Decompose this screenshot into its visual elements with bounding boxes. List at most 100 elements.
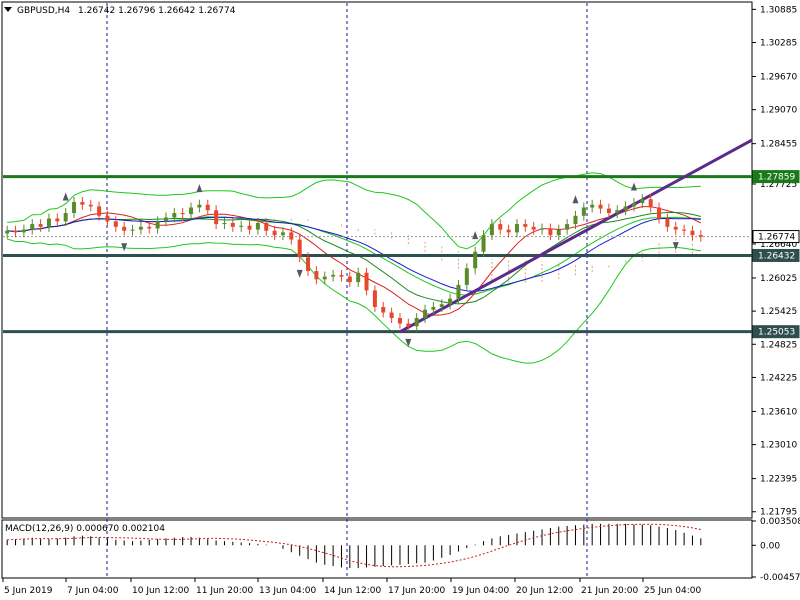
candle-body — [297, 239, 302, 258]
candle — [255, 217, 260, 235]
candle — [498, 219, 503, 235]
candle — [615, 205, 620, 218]
price-tags: 1.27859 1.26774 1.26432 1.25053 — [752, 170, 800, 339]
candle — [88, 199, 93, 212]
candle — [531, 221, 536, 235]
candle — [239, 220, 244, 232]
price-tag-label: 1.27859 — [758, 173, 795, 183]
candle — [205, 199, 210, 216]
y-tick-label: 1.24825 — [760, 340, 797, 350]
candle — [481, 230, 486, 257]
y-tick-label: 1.23610 — [760, 407, 797, 417]
candle — [180, 208, 185, 220]
fractal-marker-icon — [121, 243, 128, 252]
price-axis: 1.30885 1.30285 1.29670 1.29070 1.28455 1.277… — [752, 5, 797, 518]
collapse-arrow-icon[interactable] — [4, 7, 12, 12]
candle-body — [38, 224, 43, 227]
candle-body — [439, 304, 444, 307]
price-tag-label: 1.26774 — [758, 233, 795, 243]
candle — [155, 216, 160, 234]
candle-body — [105, 215, 110, 222]
bollinger-lower — [7, 238, 701, 364]
candle — [147, 221, 152, 234]
candle-body — [631, 203, 636, 207]
candle — [682, 224, 687, 236]
y-tick-label: 1.23010 — [760, 441, 797, 451]
candle — [690, 225, 695, 241]
bollinger-upper — [7, 172, 701, 250]
candle-body — [306, 257, 311, 272]
fractal-marker-icon — [630, 182, 637, 191]
candle — [105, 210, 110, 227]
candle — [448, 293, 453, 310]
candle — [163, 212, 168, 227]
candle-body — [540, 228, 545, 230]
candle-body — [489, 224, 494, 236]
candle-body — [163, 217, 168, 222]
y-tick-label: 1.22395 — [760, 475, 797, 485]
x-tick-label: 13 Jun 04:00 — [259, 586, 316, 596]
y-tick-label: 1.27725 — [760, 180, 797, 190]
candle — [606, 203, 611, 218]
x-tick-label: 10 Jun 12:00 — [132, 586, 189, 596]
candle — [439, 299, 444, 312]
fractal-marker-icon — [405, 338, 412, 347]
candle-body — [581, 207, 586, 216]
candle-body — [130, 229, 135, 231]
price-tag — [752, 170, 800, 184]
candle — [657, 202, 662, 224]
candle — [189, 202, 194, 220]
y-tick-label: 1.29070 — [760, 106, 797, 116]
candle-body — [180, 213, 185, 215]
macd-signal-line — [7, 523, 701, 568]
candle-body — [222, 222, 227, 225]
candle — [540, 223, 545, 235]
candle — [13, 225, 18, 238]
x-tick-label: 19 Jun 04:00 — [452, 586, 509, 596]
candle-body — [657, 207, 662, 219]
y-tick-label: 1.28455 — [760, 140, 797, 150]
price-tag-label: 1.26432 — [758, 251, 795, 261]
candle-body — [322, 276, 327, 280]
candle-body — [523, 224, 528, 227]
candle-body — [13, 230, 18, 233]
x-tick-label: 20 Jun 12:00 — [516, 586, 573, 596]
candle-body — [431, 306, 436, 310]
horizontal-levels[interactable] — [3, 175, 752, 334]
x-tick-label: 17 Jun 20:00 — [388, 586, 445, 596]
candle — [289, 227, 294, 245]
candle-body — [406, 323, 411, 327]
candle — [573, 210, 578, 230]
main-plot-frame — [1, 1, 753, 519]
candle — [122, 221, 127, 236]
candle-body — [414, 318, 419, 327]
candle-body — [590, 204, 595, 208]
candle — [673, 221, 678, 235]
candle — [130, 224, 135, 236]
candle — [30, 219, 35, 235]
candle — [264, 217, 269, 236]
candle — [431, 302, 436, 315]
x-tick-label: 11 Jun 20:00 — [196, 586, 253, 596]
candle-body — [615, 210, 620, 214]
candle-body — [239, 225, 244, 227]
candle — [172, 208, 177, 223]
candle — [322, 271, 327, 285]
candle-body — [5, 230, 10, 234]
candle — [698, 230, 703, 242]
ohlc-values: 1.26742 1.26796 1.26642 1.26774 — [78, 6, 236, 16]
candle-body — [138, 226, 143, 230]
candle — [38, 219, 43, 232]
candle — [506, 224, 511, 238]
candle-body — [122, 226, 127, 231]
candle-body — [147, 226, 152, 229]
macd-axis: 0.003508 0.00 -0.004579 — [752, 517, 800, 583]
candle-body — [205, 204, 210, 211]
candle-body — [80, 201, 85, 205]
candle-body — [331, 274, 336, 277]
candle-body — [673, 226, 678, 230]
macd-title: MACD(12,26,9) 0.000670 0.002104 — [5, 524, 165, 534]
ma-red-line — [7, 206, 702, 316]
candle — [97, 201, 102, 221]
